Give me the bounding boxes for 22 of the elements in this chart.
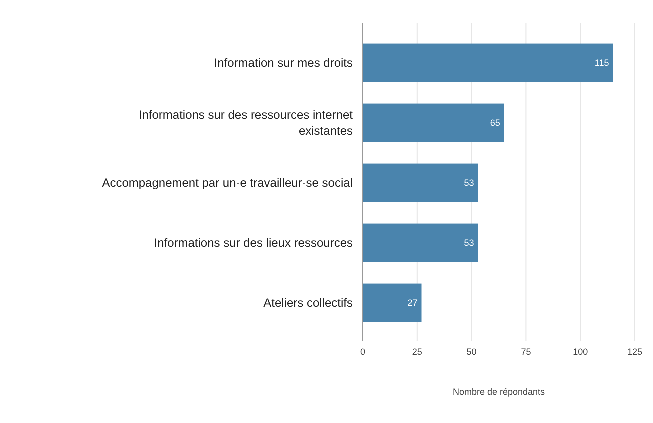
x-tick-label: 75 (521, 347, 532, 357)
data-label: 115 (594, 58, 610, 68)
y-tick-label: Informations sur des ressources internet existantes (138, 108, 354, 138)
x-tick-label: 100 (573, 347, 588, 357)
y-tick-label: Ateliers collectifs (264, 296, 353, 310)
bar (363, 44, 614, 82)
data-label: 53 (464, 238, 474, 248)
x-tick-label: 25 (412, 347, 422, 357)
y-tick-label: Informations sur des lieux ressources (154, 236, 353, 250)
x-tick-label: 0 (360, 347, 366, 357)
y-tick-label: Accompagnement par un·e travailleur·se social (102, 176, 353, 190)
data-label: 65 (490, 118, 500, 128)
x-tick-label: 50 (466, 347, 477, 357)
bar (363, 224, 478, 262)
bar (363, 284, 422, 322)
bar (363, 104, 504, 142)
data-label: 53 (464, 178, 474, 188)
bar (363, 164, 478, 202)
x-tick-label: 125 (627, 347, 643, 357)
x-axis-title: Nombre de répondants (452, 387, 546, 397)
data-label: 27 (408, 298, 418, 308)
y-tick-label: Information sur mes droits (214, 56, 353, 70)
